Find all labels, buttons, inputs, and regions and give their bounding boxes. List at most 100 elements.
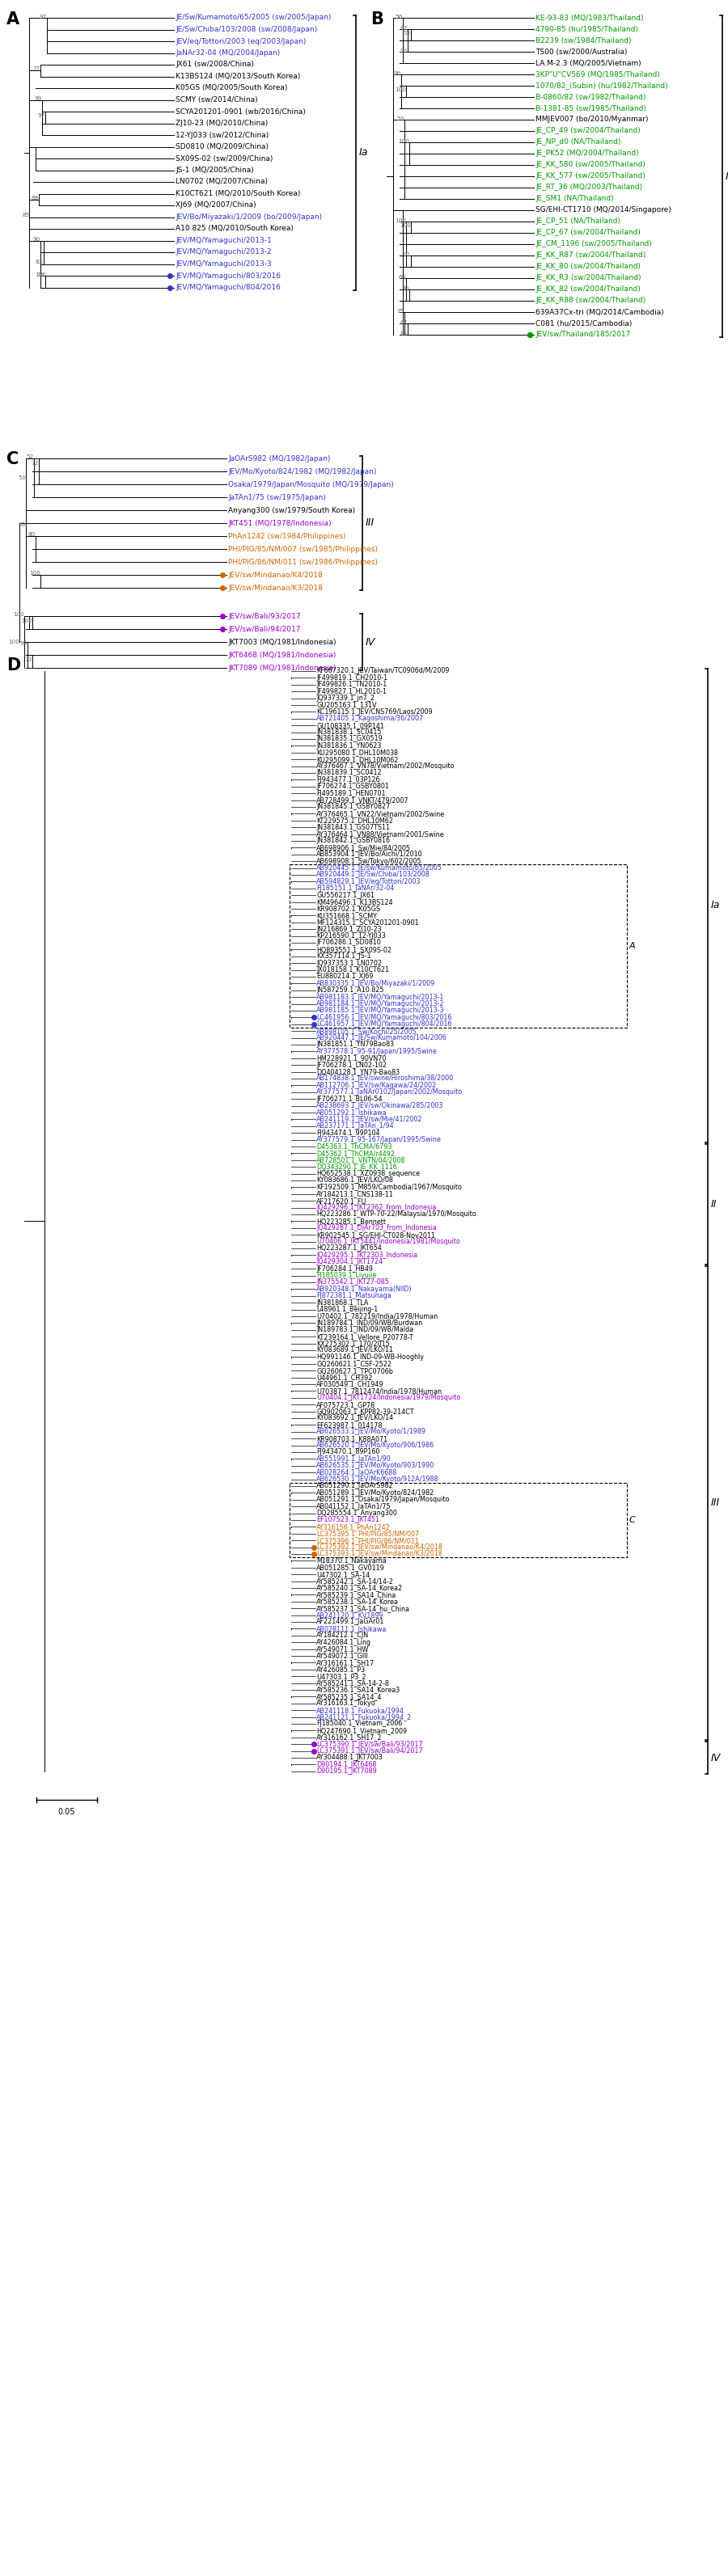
Text: LN0702 (MQ/2007/China): LN0702 (MQ/2007/China) — [175, 178, 268, 185]
Text: KP216590.1_12-YJ033: KP216590.1_12-YJ033 — [316, 933, 386, 940]
Text: 70: 70 — [402, 286, 409, 291]
Text: JEV/Mo/Kyoto/824/1982 (MQ/1982/Japan): JEV/Mo/Kyoto/824/1982 (MQ/1982/Japan) — [228, 469, 376, 474]
Text: AY585238.1_SA-14_Korea: AY585238.1_SA-14_Korea — [316, 1597, 399, 1605]
Text: KR908703.1_K88A071: KR908703.1_K88A071 — [316, 1435, 387, 1443]
Text: JEV/MQ/Yamaguchi/803/2016: JEV/MQ/Yamaguchi/803/2016 — [175, 273, 281, 278]
Text: Ib: Ib — [726, 170, 728, 180]
Text: K10CT621 (MQ/2010/South Korea): K10CT621 (MQ/2010/South Korea) — [175, 191, 301, 198]
Text: M18370.1_Nakayama: M18370.1_Nakayama — [316, 1556, 387, 1564]
Text: 4790-85 (hu/1985/Thailand): 4790-85 (hu/1985/Thailand) — [536, 26, 638, 33]
Text: JE_SM1 (NA/Thailand): JE_SM1 (NA/Thailand) — [536, 196, 614, 204]
Text: AB721405.1_Kagoshima/36/2007: AB721405.1_Kagoshima/36/2007 — [316, 716, 424, 721]
Text: AF030549.1_CH1949: AF030549.1_CH1949 — [316, 1381, 384, 1388]
Text: JEV/MQ/Yamaguchi/2013-2: JEV/MQ/Yamaguchi/2013-2 — [175, 250, 272, 255]
Text: JE_KK_R87 (sw/2004/Thailand): JE_KK_R87 (sw/2004/Thailand) — [536, 252, 646, 260]
Text: AB051290.1_JaOArS982: AB051290.1_JaOArS982 — [316, 1481, 394, 1489]
Text: AY376465.1_VN22/Vietnam/2002/Swine: AY376465.1_VN22/Vietnam/2002/Swine — [316, 809, 445, 817]
Text: Osaka/1979/Japan/Mosquito (MQ/1979/Japan): Osaka/1979/Japan/Mosquito (MQ/1979/Japan… — [228, 482, 394, 487]
Text: AY426084.1_Ling: AY426084.1_Ling — [316, 1638, 371, 1646]
Text: JEV/eq/Tottori/2003 (eq/2003/Japan): JEV/eq/Tottori/2003 (eq/2003/Japan) — [175, 39, 306, 44]
Text: JaOArS982 (MQ/1982/Japan): JaOArS982 (MQ/1982/Japan) — [228, 456, 331, 461]
Text: AY304488.1_JKT7003: AY304488.1_JKT7003 — [316, 1754, 383, 1762]
Text: JQ429295.1_JKT2303_Indonesia: JQ429295.1_JKT2303_Indonesia — [316, 1252, 417, 1260]
Text: 91: 91 — [403, 252, 411, 258]
Text: AY585242.1_SA-14/14-2: AY585242.1_SA-14/14-2 — [316, 1577, 394, 1584]
Text: JQ937353.1_LN0702: JQ937353.1_LN0702 — [316, 958, 381, 966]
Text: AB728499.1_VNKT/479/2007: AB728499.1_VNKT/479/2007 — [316, 796, 409, 804]
Text: JN381836.1_YN0623: JN381836.1_YN0623 — [316, 742, 381, 750]
Text: JEV/MQ/Yamaguchi/804/2016: JEV/MQ/Yamaguchi/804/2016 — [175, 283, 280, 291]
Text: JEV/sw/Mindanao/K3/2018: JEV/sw/Mindanao/K3/2018 — [228, 585, 323, 592]
Text: AY316156.1_PhAn1242: AY316156.1_PhAn1242 — [316, 1522, 390, 1530]
Text: 55: 55 — [403, 31, 411, 36]
Text: FJ495189.1_HEN0701: FJ495189.1_HEN0701 — [316, 791, 385, 796]
Text: JN381845.1_GSBY0827: JN381845.1_GSBY0827 — [316, 804, 390, 811]
Text: JN381835.1_GX0519: JN381835.1_GX0519 — [316, 734, 382, 742]
Text: Ia: Ia — [359, 147, 368, 157]
Text: JN587259.1_A10.825: JN587259.1_A10.825 — [316, 987, 384, 994]
Text: AY549072.1_GIII: AY549072.1_GIII — [316, 1651, 368, 1659]
Text: AB238693.1_JEV/sw/Okinawa/285/2003: AB238693.1_JEV/sw/Okinawa/285/2003 — [316, 1103, 443, 1110]
Text: 90: 90 — [33, 237, 41, 242]
Text: IV: IV — [711, 1752, 721, 1762]
Text: JE_KK_R3 (sw/2004/Thailand): JE_KK_R3 (sw/2004/Thailand) — [536, 276, 641, 281]
Text: FJ872381.1_Matsunaga: FJ872381.1_Matsunaga — [316, 1293, 392, 1298]
Text: JEV/sw/Bali/94/2017: JEV/sw/Bali/94/2017 — [228, 626, 301, 634]
Text: 100: 100 — [398, 139, 409, 144]
Text: SD0810 (MQ/2009/China): SD0810 (MQ/2009/China) — [175, 144, 269, 149]
Text: AB920447.1_JE/Sw/Kumamoto/104/2006: AB920447.1_JE/Sw/Kumamoto/104/2006 — [316, 1033, 447, 1041]
Text: AB051292.1_Ishikawa: AB051292.1_Ishikawa — [316, 1108, 387, 1115]
Text: 96: 96 — [394, 72, 401, 77]
Text: JF706278.1_LN02-102: JF706278.1_LN02-102 — [316, 1061, 387, 1069]
Text: AB241120.1_KV1899: AB241120.1_KV1899 — [316, 1613, 384, 1618]
Text: D90194.1_JKT6468: D90194.1_JKT6468 — [316, 1762, 376, 1767]
Text: Ia: Ia — [711, 899, 720, 912]
Text: JE_PK52 (MQ/2004/Thailand): JE_PK52 (MQ/2004/Thailand) — [536, 149, 638, 157]
Text: C: C — [7, 451, 19, 466]
Text: AY585236.1_SA14_Korea3: AY585236.1_SA14_Korea3 — [316, 1687, 400, 1692]
Text: PHI/PIG/86/NM/011 (sw/1986/Philippines): PHI/PIG/86/NM/011 (sw/1986/Philippines) — [228, 559, 378, 567]
Text: JS-1 (MQ/2005/China): JS-1 (MQ/2005/China) — [175, 167, 254, 173]
Text: JaTAn1/75 (sw/1975/Japan): JaTAn1/75 (sw/1975/Japan) — [228, 495, 326, 500]
Text: 77: 77 — [33, 67, 41, 72]
Text: AY376464.1_VN88/Vietnam/2001/Swine: AY376464.1_VN88/Vietnam/2001/Swine — [316, 829, 445, 837]
Text: JE_CP_67 (sw/2004/Thailand): JE_CP_67 (sw/2004/Thailand) — [536, 229, 641, 237]
Text: 99: 99 — [35, 98, 42, 100]
Text: DQ285554.1_Anyang300: DQ285554.1_Anyang300 — [316, 1510, 397, 1517]
Text: 100: 100 — [395, 219, 406, 224]
Text: GQ260627.1_TPC0706b: GQ260627.1_TPC0706b — [316, 1368, 393, 1373]
Text: 96: 96 — [400, 49, 408, 54]
Text: AB920445.1_JE/sw/Kumamoto/65/2005: AB920445.1_JE/sw/Kumamoto/65/2005 — [316, 866, 443, 871]
Text: JX61 (sw/2008/China): JX61 (sw/2008/China) — [175, 62, 254, 70]
Text: AY377579.1_95-167/Japan/1995/Swine: AY377579.1_95-167/Japan/1995/Swine — [316, 1136, 442, 1144]
Text: JN381839.1_SC0412: JN381839.1_SC0412 — [316, 770, 381, 775]
Text: AB051291.1_Osaka/1979/Japan/Mosquito: AB051291.1_Osaka/1979/Japan/Mosquito — [316, 1497, 450, 1504]
Text: AY585237.1_SA-14_hu_China: AY585237.1_SA-14_hu_China — [316, 1605, 410, 1613]
Text: U70404.1_JKT1724/Indonesia/1979/Mosquito: U70404.1_JKT1724/Indonesia/1979/Mosquito — [316, 1394, 460, 1401]
Text: JKT451 (MQ/1978/Indonesia): JKT451 (MQ/1978/Indonesia) — [228, 520, 331, 526]
Text: D45363.1_ThCMA/6793: D45363.1_ThCMA/6793 — [316, 1144, 392, 1149]
Text: 73: 73 — [25, 657, 32, 662]
Text: JE_NP_d0 (NA/Thailand): JE_NP_d0 (NA/Thailand) — [536, 139, 621, 147]
Text: U47303.1_P3_2: U47303.1_P3_2 — [316, 1672, 366, 1680]
Text: IV: IV — [365, 636, 376, 647]
Text: KU295099.1_DHL10M062: KU295099.1_DHL10M062 — [316, 755, 398, 762]
Text: 100: 100 — [395, 88, 406, 93]
Text: JQ429296.1_JKT2362_from_Indonesia: JQ429296.1_JKT2362_from_Indonesia — [316, 1203, 436, 1211]
Text: KX357114.1_JS-1: KX357114.1_JS-1 — [316, 953, 371, 961]
Text: 100: 100 — [400, 224, 411, 229]
Text: LC461956.1_JEV/MQ/Yamaguchi/803/2016: LC461956.1_JEV/MQ/Yamaguchi/803/2016 — [316, 1015, 451, 1020]
Text: 100: 100 — [8, 639, 20, 644]
Text: AB698908.1_Sw/Tokyo/602/2005: AB698908.1_Sw/Tokyo/602/2005 — [316, 858, 422, 866]
Text: FJ943470.1_89P160: FJ943470.1_89P160 — [316, 1448, 380, 1455]
Text: KY083686.1_JEV/LKO/08: KY083686.1_JEV/LKO/08 — [316, 1177, 393, 1185]
Text: 100: 100 — [35, 273, 46, 278]
Text: AB830335.1_JEV/Bo/Miyazaki/1/2009: AB830335.1_JEV/Bo/Miyazaki/1/2009 — [316, 979, 435, 987]
Text: 639A37Cx-tri (MQ/2014/Cambodia): 639A37Cx-tri (MQ/2014/Cambodia) — [536, 309, 664, 317]
Text: JEV/sw/Thailand/185/2017: JEV/sw/Thailand/185/2017 — [536, 332, 630, 337]
Text: FJ185039.1_Liyujie: FJ185039.1_Liyujie — [316, 1273, 376, 1280]
Text: AB028111.1_Ishikawa: AB028111.1_Ishikawa — [316, 1625, 387, 1633]
Text: 85: 85 — [23, 214, 30, 219]
Text: AY316161.1_SH17: AY316161.1_SH17 — [316, 1659, 375, 1667]
Text: AY585241.1_SA-14-2-8: AY585241.1_SA-14-2-8 — [316, 1680, 389, 1687]
